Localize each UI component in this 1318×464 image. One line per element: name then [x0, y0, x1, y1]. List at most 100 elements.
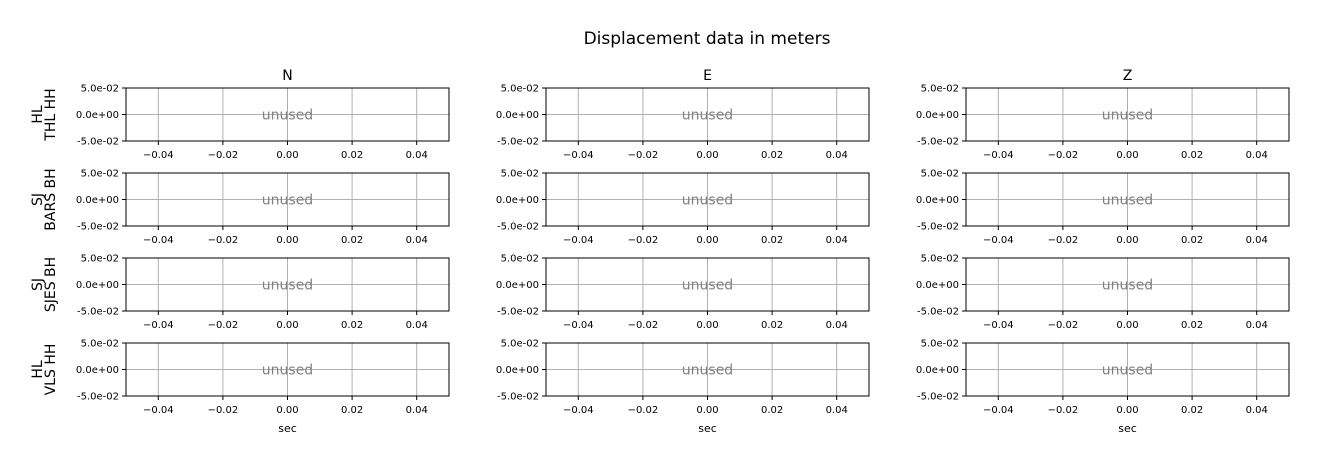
x-tick-label: −0.02 — [628, 320, 659, 331]
unused-placeholder: unused — [682, 278, 733, 294]
y-tick-label: -5.0e-02 — [917, 137, 959, 148]
x-tick-label: −0.04 — [983, 405, 1014, 416]
x-tick-label: 0.00 — [1116, 150, 1138, 161]
x-tick-label: −0.02 — [208, 405, 239, 416]
y-tick-label: 5.0e-02 — [921, 84, 959, 95]
x-tick-label: −0.02 — [628, 235, 659, 246]
row-label-line: HL — [30, 360, 46, 379]
x-tick-label: 0.02 — [761, 405, 783, 416]
y-tick-label: 0.0e+00 — [496, 195, 539, 206]
x-tick-label: −0.02 — [208, 235, 239, 246]
unused-placeholder: unused — [682, 193, 733, 209]
y-tick-label: -5.0e-02 — [497, 222, 539, 233]
x-tick-label: 0.00 — [696, 150, 718, 161]
y-tick-label: -5.0e-02 — [77, 392, 119, 403]
x-tick-label: 0.04 — [1246, 150, 1268, 161]
x-tick-label: 0.02 — [341, 150, 363, 161]
y-tick-label: -5.0e-02 — [77, 137, 119, 148]
x-tick-label: 0.04 — [406, 235, 428, 246]
y-tick-label: 0.0e+00 — [916, 280, 959, 291]
unused-placeholder: unused — [1102, 108, 1153, 124]
y-tick-label: 5.0e-02 — [921, 254, 959, 265]
row-label-line: SJ — [30, 278, 46, 291]
x-tick-label: 0.04 — [826, 405, 848, 416]
x-tick-label: −0.04 — [143, 320, 174, 331]
x-tick-label: 0.00 — [276, 235, 298, 246]
unused-placeholder: unused — [262, 363, 313, 379]
unused-placeholder: unused — [262, 193, 313, 209]
x-tick-label: 0.00 — [696, 405, 718, 416]
x-tick-label: 0.02 — [341, 235, 363, 246]
unused-placeholder: unused — [262, 278, 313, 294]
unused-placeholder: unused — [682, 108, 733, 124]
y-tick-label: 5.0e-02 — [81, 84, 119, 95]
y-tick-label: -5.0e-02 — [917, 392, 959, 403]
x-tick-label: 0.04 — [406, 320, 428, 331]
x-tick-label: 0.02 — [761, 320, 783, 331]
x-tick-label: −0.04 — [563, 405, 594, 416]
x-axis-label: sec — [698, 422, 717, 435]
x-tick-label: −0.02 — [628, 150, 659, 161]
x-tick-label: 0.04 — [1246, 320, 1268, 331]
y-tick-label: 5.0e-02 — [501, 84, 539, 95]
y-tick-label: 5.0e-02 — [921, 169, 959, 180]
row-label-line: HL — [30, 105, 46, 124]
x-tick-label: 0.02 — [761, 235, 783, 246]
column-title: E — [703, 68, 712, 84]
x-tick-label: 0.00 — [696, 235, 718, 246]
row-label-line: VLS HH — [43, 344, 59, 396]
y-tick-label: 0.0e+00 — [916, 365, 959, 376]
y-tick-label: 5.0e-02 — [81, 254, 119, 265]
y-tick-label: 5.0e-02 — [81, 339, 119, 350]
column-title: N — [282, 68, 292, 84]
x-tick-label: 0.02 — [341, 405, 363, 416]
row-label-line: SJ — [30, 193, 46, 206]
y-tick-label: -5.0e-02 — [497, 307, 539, 318]
y-tick-label: 0.0e+00 — [76, 365, 119, 376]
x-tick-label: −0.04 — [563, 150, 594, 161]
x-tick-label: 0.02 — [1181, 320, 1203, 331]
row-label-line: BARS BH — [43, 168, 59, 230]
x-tick-label: 0.00 — [276, 320, 298, 331]
x-tick-label: 0.02 — [1181, 235, 1203, 246]
y-tick-label: -5.0e-02 — [917, 307, 959, 318]
x-tick-label: −0.02 — [1048, 150, 1079, 161]
x-tick-label: −0.04 — [563, 320, 594, 331]
y-tick-label: 5.0e-02 — [501, 339, 539, 350]
x-tick-label: −0.04 — [143, 405, 174, 416]
y-tick-label: -5.0e-02 — [77, 307, 119, 318]
x-tick-label: −0.04 — [983, 235, 1014, 246]
y-tick-label: -5.0e-02 — [497, 137, 539, 148]
x-tick-label: 0.04 — [1246, 235, 1268, 246]
unused-placeholder: unused — [1102, 363, 1153, 379]
x-tick-label: −0.02 — [208, 320, 239, 331]
unused-placeholder: unused — [262, 108, 313, 124]
x-tick-label: −0.02 — [208, 150, 239, 161]
x-tick-label: 0.02 — [761, 150, 783, 161]
y-tick-label: 0.0e+00 — [496, 280, 539, 291]
x-tick-label: −0.02 — [628, 405, 659, 416]
x-tick-label: 0.02 — [1181, 150, 1203, 161]
x-tick-label: 0.00 — [276, 150, 298, 161]
row-label-line: SJES BH — [43, 257, 59, 312]
x-tick-label: −0.04 — [563, 235, 594, 246]
x-tick-label: −0.02 — [1048, 235, 1079, 246]
column-title: Z — [1123, 68, 1133, 84]
unused-placeholder: unused — [1102, 193, 1153, 209]
y-tick-label: 0.0e+00 — [76, 280, 119, 291]
x-tick-label: 0.00 — [276, 405, 298, 416]
y-tick-label: 5.0e-02 — [81, 169, 119, 180]
x-axis-label: sec — [1118, 422, 1137, 435]
y-tick-label: -5.0e-02 — [497, 392, 539, 403]
y-tick-label: 5.0e-02 — [501, 169, 539, 180]
x-tick-label: 0.04 — [826, 150, 848, 161]
x-tick-label: −0.04 — [143, 150, 174, 161]
x-tick-label: 0.04 — [406, 405, 428, 416]
x-tick-label: 0.04 — [406, 150, 428, 161]
y-tick-label: -5.0e-02 — [917, 222, 959, 233]
x-tick-label: 0.04 — [826, 320, 848, 331]
y-tick-label: 5.0e-02 — [921, 339, 959, 350]
y-tick-label: 0.0e+00 — [496, 110, 539, 121]
